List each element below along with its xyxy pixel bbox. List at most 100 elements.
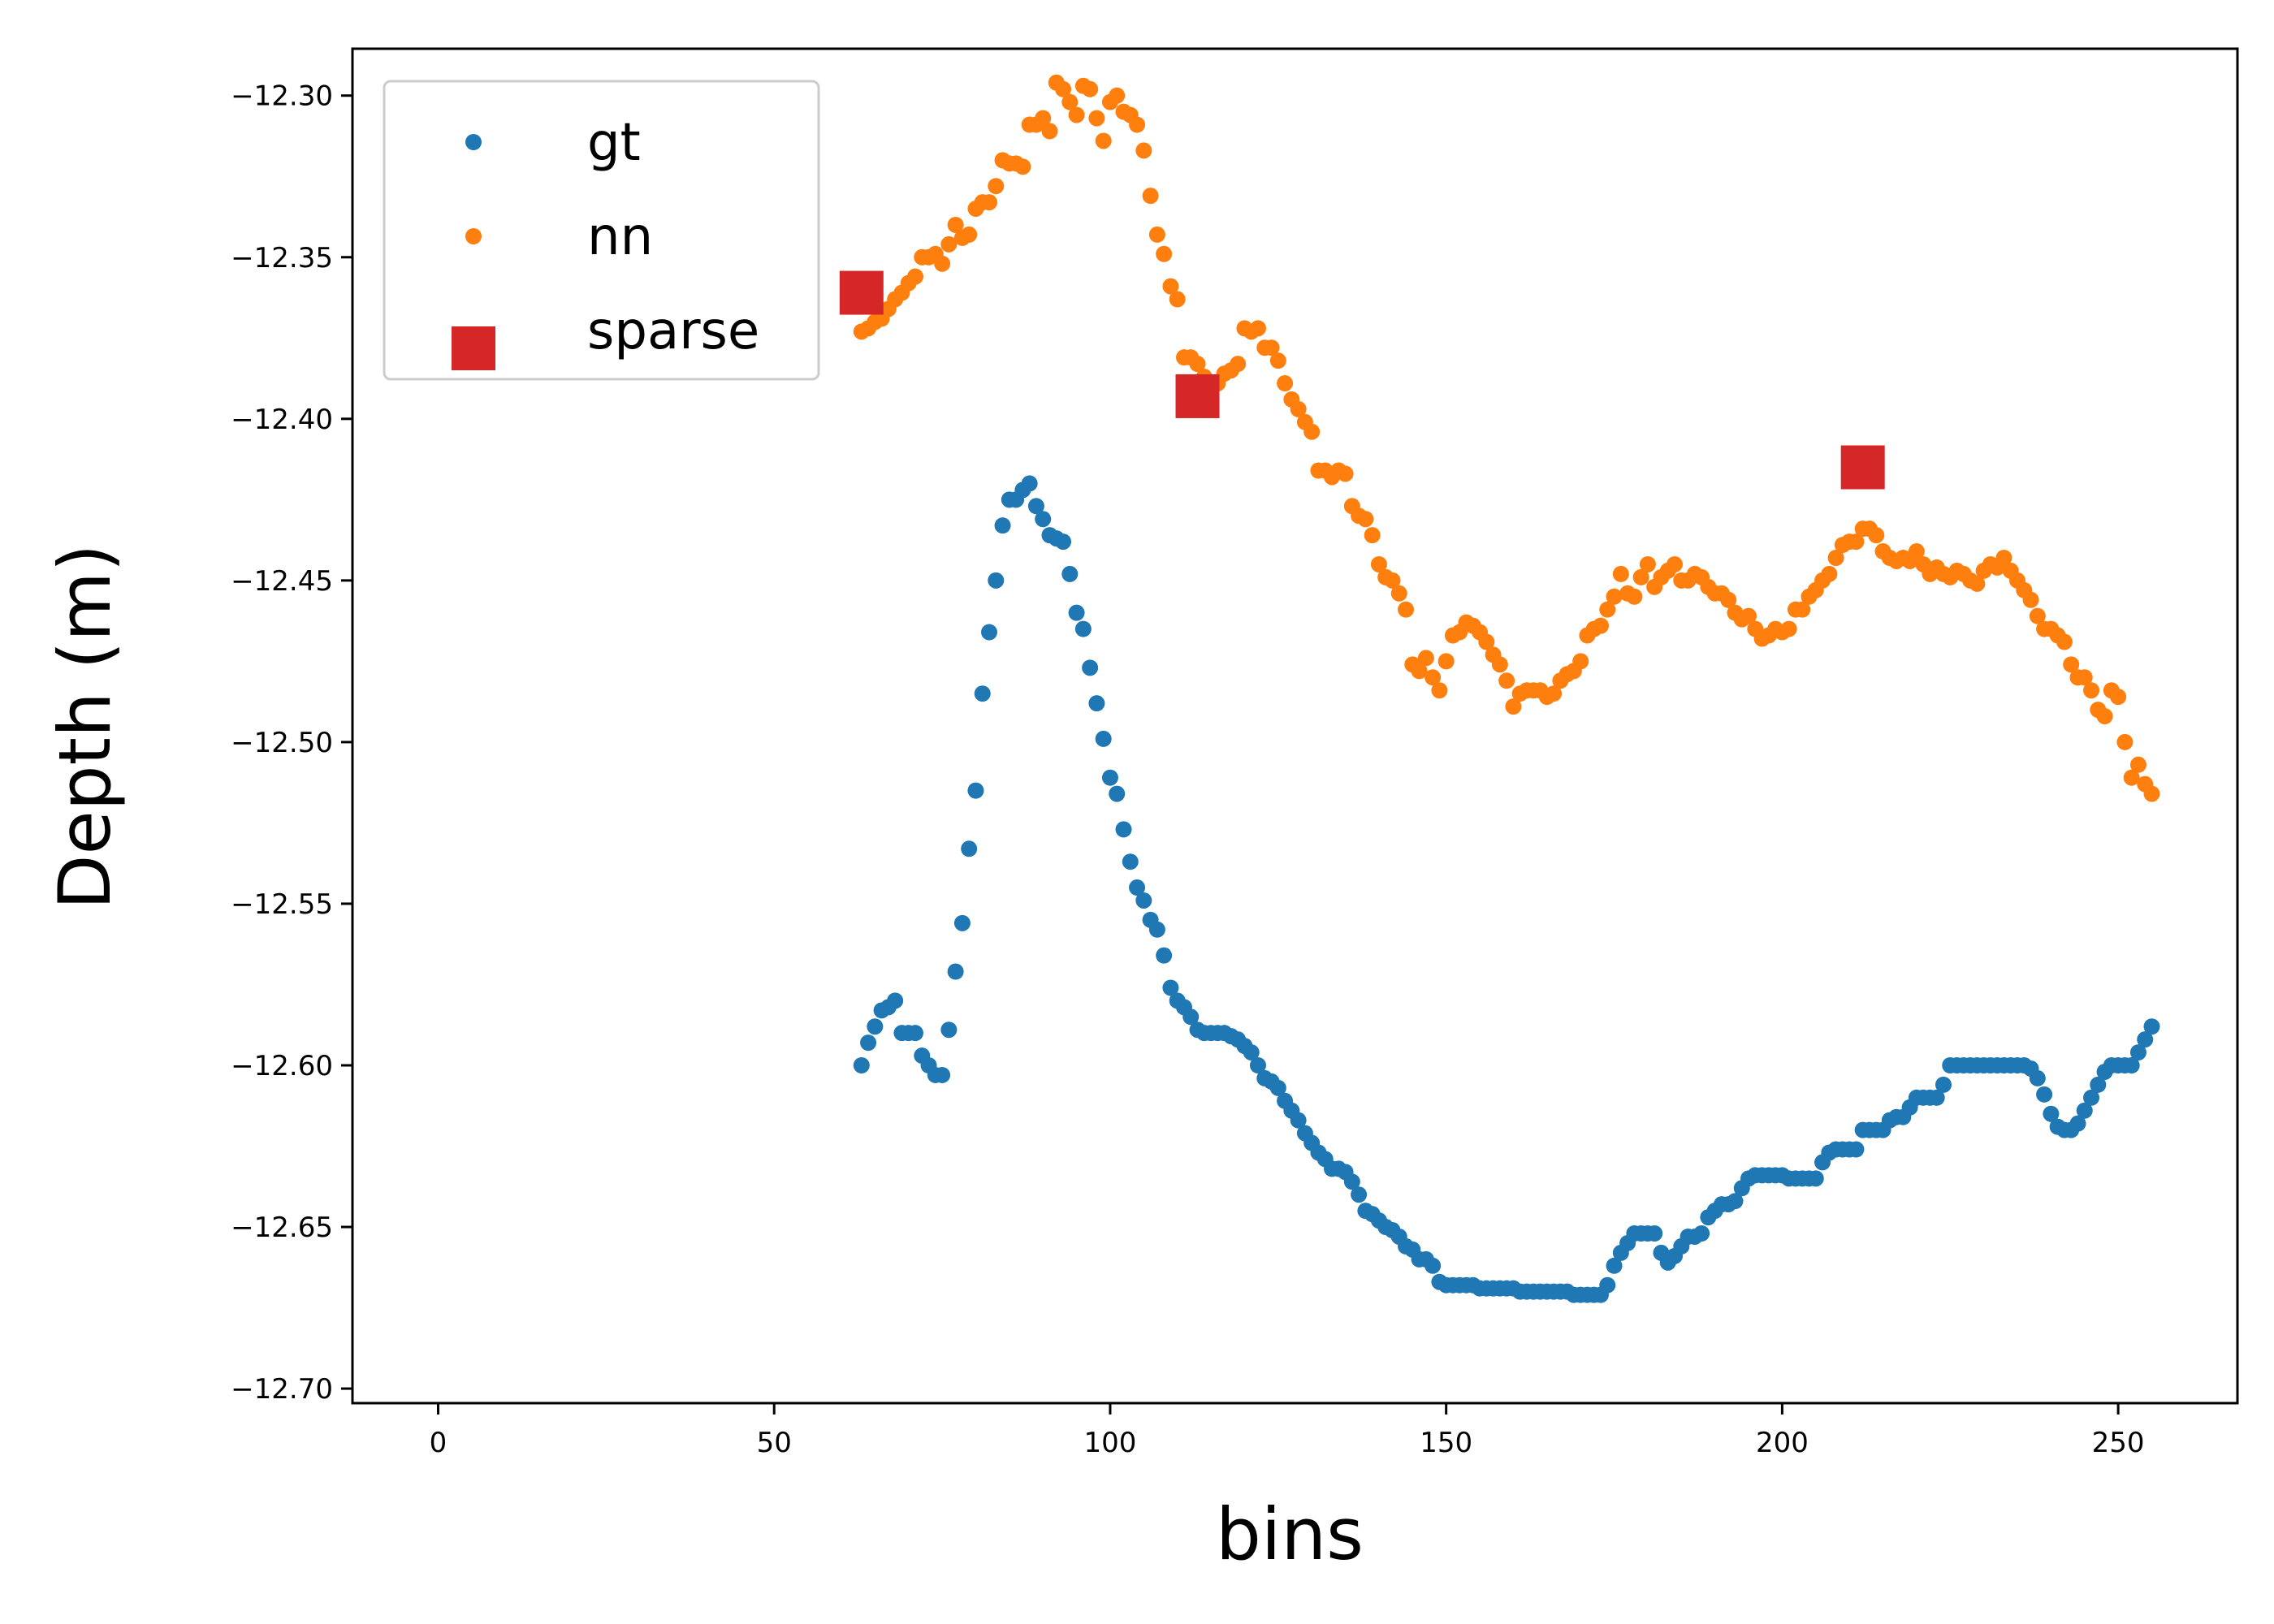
- nn-point: [1061, 93, 1079, 110]
- nn-point: [1156, 245, 1173, 262]
- gt-point: [2083, 1089, 2100, 1106]
- nn-point: [1572, 653, 1589, 670]
- gt-point: [1021, 475, 1038, 492]
- nn-point: [2022, 591, 2039, 608]
- nn-point: [1599, 601, 1616, 618]
- nn-point: [1780, 620, 1797, 637]
- data-marks: [839, 74, 2160, 1303]
- x-tick-label: 200: [1756, 1427, 1809, 1459]
- gt-point: [1027, 498, 1044, 515]
- x-tick-label: 50: [757, 1427, 792, 1459]
- gt-point: [2090, 1076, 2107, 1093]
- gt-point: [974, 685, 991, 702]
- nn-point: [1357, 511, 1374, 528]
- gt-point: [1693, 1225, 1710, 1242]
- y-tick-label: −12.65: [231, 1212, 333, 1244]
- gt-point: [1290, 1112, 1307, 1129]
- nn-point: [2129, 756, 2146, 773]
- nn-point: [2056, 633, 2073, 650]
- nn-point: [1249, 320, 1266, 337]
- sparse-point: [1175, 374, 1220, 418]
- gt-point: [1424, 1257, 1442, 1274]
- nn-point: [981, 194, 998, 211]
- gt-point: [1646, 1225, 1663, 1242]
- nn-point: [1491, 656, 1508, 673]
- nn-point: [2143, 785, 2160, 802]
- nn-point: [906, 268, 923, 285]
- gt-point: [1129, 879, 1146, 896]
- plot-frame: [351, 47, 2239, 1405]
- nn-point: [1364, 527, 1381, 544]
- y-tick-label: −12.55: [231, 888, 333, 921]
- nn-point: [1478, 633, 1495, 650]
- legend-label-gt: gt: [587, 113, 641, 173]
- nn-point: [2110, 689, 2127, 706]
- nn-point: [1277, 375, 1294, 392]
- gt-point: [1061, 565, 1079, 582]
- nn-point: [1632, 568, 1649, 585]
- y-tick-label: −12.60: [231, 1050, 333, 1082]
- gt-point: [2076, 1102, 2093, 1119]
- gt-point: [2137, 1031, 2154, 1048]
- y-tick-label: −12.30: [231, 80, 333, 113]
- gt-point: [981, 624, 998, 641]
- gt-point: [1035, 511, 1052, 528]
- nn-point: [1639, 555, 1656, 572]
- gt-point: [867, 1018, 884, 1035]
- gt-point: [1249, 1056, 1266, 1073]
- nn-point: [1626, 588, 1643, 605]
- nn-point: [2063, 656, 2080, 673]
- gt-point: [1343, 1173, 1360, 1190]
- nn-point: [1546, 685, 1563, 702]
- gt-point: [906, 1025, 923, 1042]
- nn-point: [1055, 80, 1072, 97]
- x-tick-label: 250: [2092, 1427, 2145, 1459]
- nn-point: [934, 255, 951, 272]
- nn-point: [1303, 423, 1321, 440]
- gt-point: [2036, 1086, 2053, 1103]
- gt-point: [1082, 659, 1099, 676]
- nn-point: [1612, 565, 1629, 582]
- nn-point: [1189, 356, 1206, 373]
- gt-point: [1135, 892, 1152, 909]
- nn-point: [1088, 110, 1105, 127]
- nn-point: [1269, 352, 1286, 369]
- gt-point: [934, 1066, 951, 1083]
- gt-point: [1068, 604, 1085, 621]
- nn-point: [1337, 465, 1354, 482]
- nn-point: [2123, 769, 2140, 786]
- nn-point: [1592, 617, 1609, 634]
- nn-point: [1169, 291, 1186, 308]
- gt-point: [853, 1056, 870, 1073]
- gt-point: [988, 572, 1005, 589]
- nn-point: [2076, 669, 2093, 686]
- sparse-point: [839, 270, 884, 315]
- gt-point: [953, 914, 971, 931]
- nn-point: [1498, 672, 1515, 689]
- gt-point: [2123, 1056, 2140, 1073]
- gt-point: [1606, 1257, 1623, 1274]
- gt-point: [994, 517, 1011, 534]
- gt-point: [961, 840, 978, 857]
- nn-point: [1437, 653, 1455, 670]
- gt-point: [2069, 1115, 2086, 1132]
- nn-point: [947, 216, 964, 233]
- nn-point: [1263, 339, 1280, 356]
- nn-point: [1068, 106, 1085, 123]
- nn-point: [1041, 123, 1058, 140]
- y-axis-label: Depth (m): [43, 544, 127, 909]
- nn-point: [1720, 591, 1737, 608]
- nn-point: [1868, 527, 1885, 544]
- nn-point: [1411, 663, 1428, 680]
- x-axis-label: bins: [1216, 1492, 1364, 1576]
- y-tick-label: −12.35: [231, 242, 333, 274]
- nn-point: [1398, 601, 1415, 618]
- gt-point: [1074, 620, 1092, 637]
- gt-point: [1055, 533, 1072, 551]
- nn-point: [1969, 575, 1986, 592]
- nn-point: [1848, 533, 1865, 551]
- gt-point: [1122, 853, 1139, 870]
- legend: gt nn sparse: [383, 80, 820, 381]
- legend-marker-gt: [465, 134, 482, 150]
